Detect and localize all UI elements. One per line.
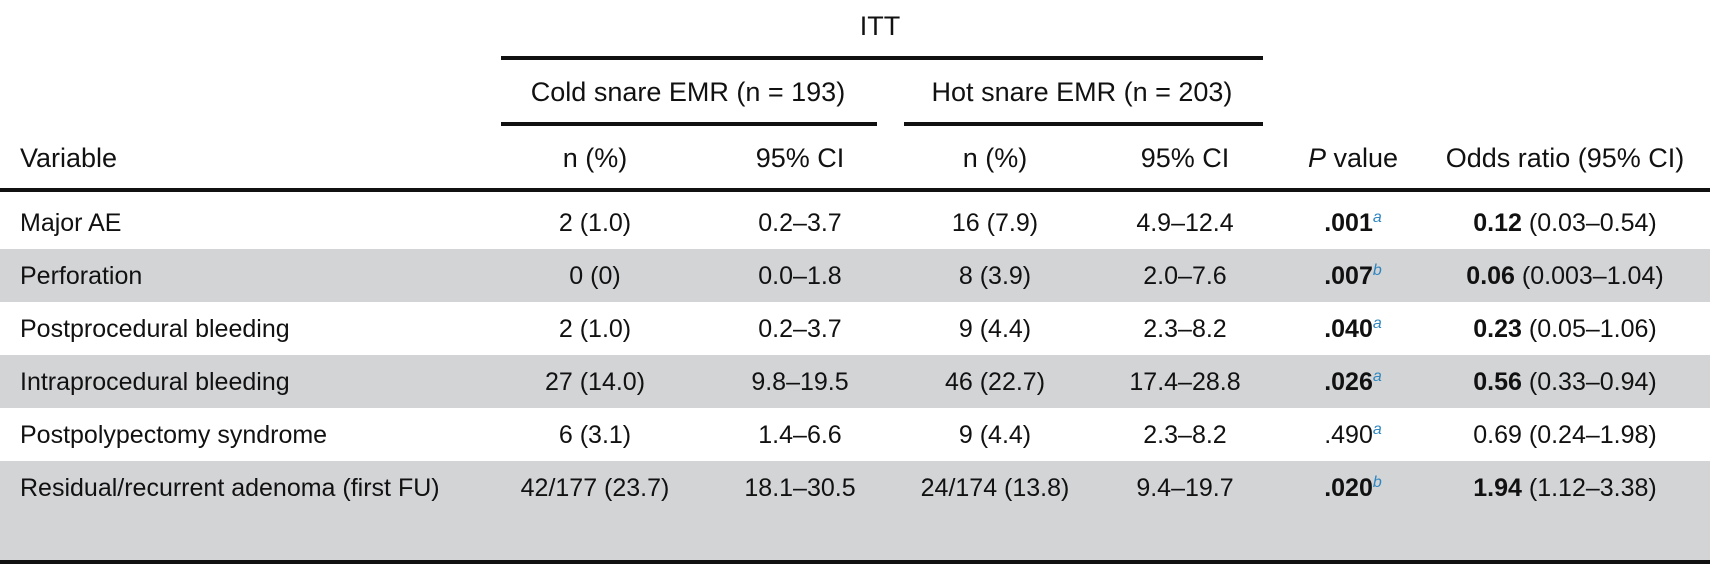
row-shading — [0, 249, 1710, 302]
column-header-cold-ci: 95% CI — [755, 143, 845, 173]
column-header-hot-ci: 95% CI — [1140, 143, 1230, 173]
cell-hot-ci: 2.3–8.2 — [1143, 315, 1227, 343]
cell-hot-n: 9 (4.4) — [958, 315, 1032, 343]
cell-hot-n: 8 (3.9) — [958, 262, 1032, 290]
p-value-number: .026 — [1324, 368, 1373, 396]
cell-variable: Major AE — [20, 209, 122, 237]
cell-odds-ratio: 0.56 (0.33–0.94) — [1420, 367, 1710, 397]
p-value-number: .040 — [1324, 315, 1373, 343]
cell-cold-ci: 0.0–1.8 — [758, 262, 842, 290]
p-value-number: .001 — [1324, 209, 1373, 237]
odds-ratio-value: 0.06 — [1466, 262, 1515, 290]
cell-hot-ci: 2.3–8.2 — [1143, 421, 1227, 449]
odds-ratio-ci: (0.003–1.04) — [1521, 262, 1664, 290]
cell-cold-ci: 18.1–30.5 — [744, 474, 856, 502]
cell-cold-n: 42/177 (23.7) — [520, 474, 670, 502]
header-bottom-rule — [0, 188, 1710, 192]
footnote-marker: b — [1372, 474, 1382, 491]
cold-snare-header: Cold snare EMR (n = 193) — [530, 77, 846, 107]
cell-p-value: .040a — [1278, 314, 1428, 344]
footnote-marker: a — [1372, 315, 1382, 332]
cell-odds-ratio: 1.94 (1.12–3.38) — [1420, 473, 1710, 503]
odds-ratio-value: 0.12 — [1473, 209, 1522, 237]
column-header-hot-n: n (%) — [962, 143, 1028, 173]
cell-cold-n: 27 (14.0) — [544, 368, 646, 396]
cell-hot-ci: 9.4–19.7 — [1136, 474, 1234, 502]
column-header-odds-ratio: Odds ratio (95% CI) — [1445, 143, 1685, 173]
cell-variable: Residual/recurrent adenoma (first FU) — [20, 474, 440, 502]
cell-variable: Postpolypectomy syndrome — [20, 421, 328, 449]
cell-hot-ci: 4.9–12.4 — [1136, 209, 1234, 237]
cell-odds-ratio: 0.23 (0.05–1.06) — [1420, 314, 1710, 344]
cell-cold-n: 0 (0) — [569, 262, 621, 290]
group-header-rule — [501, 56, 1263, 60]
footnote-marker: a — [1372, 368, 1382, 385]
column-header-cold-n: n (%) — [562, 143, 628, 173]
footnote-marker: a — [1372, 209, 1382, 226]
row-shading — [0, 461, 1710, 560]
odds-ratio-value: 0.69 — [1473, 421, 1522, 449]
cell-odds-ratio: 0.06 (0.003–1.04) — [1420, 261, 1710, 291]
odds-ratio-ci: (0.05–1.06) — [1528, 315, 1657, 343]
column-header-variable: Variable — [20, 143, 118, 173]
cell-hot-n: 9 (4.4) — [958, 421, 1032, 449]
p-value-symbol: P — [1307, 143, 1326, 173]
odds-ratio-value: 0.23 — [1473, 315, 1522, 343]
odds-ratio-ci: (0.24–1.98) — [1528, 421, 1657, 449]
hot-snare-header-rule — [904, 122, 1263, 126]
cell-variable: Postprocedural bleeding — [20, 315, 290, 343]
cell-p-value: .020b — [1278, 473, 1428, 503]
cell-p-value: .001a — [1278, 208, 1428, 238]
cell-cold-ci: 9.8–19.5 — [751, 368, 849, 396]
cold-snare-header-rule — [501, 122, 877, 126]
p-value-number: .020 — [1324, 474, 1373, 502]
column-header-p-value: P value — [1278, 142, 1428, 174]
cell-cold-ci: 0.2–3.7 — [758, 315, 842, 343]
cell-variable: Perforation — [20, 262, 143, 290]
cell-odds-ratio: 0.12 (0.03–0.54) — [1420, 208, 1710, 238]
p-value-number: .490 — [1324, 421, 1373, 449]
cell-variable: Intraprocedural bleeding — [20, 368, 290, 396]
odds-ratio-ci: (0.33–0.94) — [1528, 368, 1657, 396]
odds-ratio-ci: (1.12–3.38) — [1528, 474, 1657, 502]
group-header-itt: ITT — [859, 11, 901, 41]
odds-ratio-value: 0.56 — [1473, 368, 1522, 396]
cell-hot-ci: 2.0–7.6 — [1143, 262, 1227, 290]
hot-snare-header: Hot snare EMR (n = 203) — [931, 77, 1233, 107]
cell-hot-n: 24/174 (13.8) — [920, 474, 1070, 502]
cell-cold-ci: 1.4–6.6 — [758, 421, 842, 449]
footnote-marker: b — [1372, 262, 1382, 279]
footnote-marker: a — [1372, 421, 1382, 438]
row-shading — [0, 355, 1710, 408]
cell-cold-n: 2 (1.0) — [558, 209, 632, 237]
cell-p-value: .007b — [1278, 261, 1428, 291]
table-bottom-rule — [0, 560, 1710, 564]
cell-p-value: .490a — [1278, 420, 1428, 450]
cell-cold-n: 6 (3.1) — [558, 421, 632, 449]
cell-hot-n: 16 (7.9) — [951, 209, 1039, 237]
cell-hot-ci: 17.4–28.8 — [1129, 368, 1241, 396]
odds-ratio-value: 1.94 — [1473, 474, 1522, 502]
cell-hot-n: 46 (22.7) — [944, 368, 1046, 396]
cell-cold-ci: 0.2–3.7 — [758, 209, 842, 237]
cell-odds-ratio: 0.69 (0.24–1.98) — [1420, 420, 1710, 450]
cell-p-value: .026a — [1278, 367, 1428, 397]
p-value-word: value — [1325, 143, 1399, 173]
odds-ratio-ci: (0.03–0.54) — [1528, 209, 1657, 237]
p-value-number: .007 — [1324, 262, 1373, 290]
cell-cold-n: 2 (1.0) — [558, 315, 632, 343]
